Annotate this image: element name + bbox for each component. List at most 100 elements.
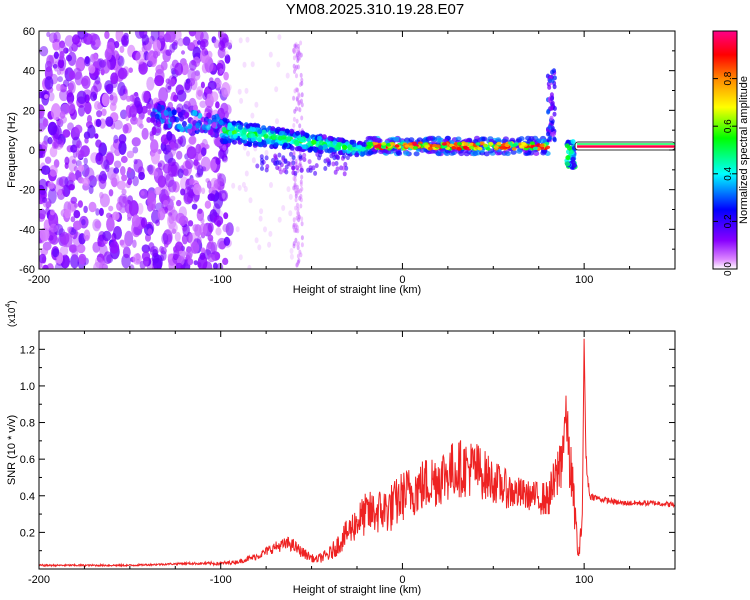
spectrogram-blob [288, 193, 293, 200]
spectrogram-blob [81, 75, 91, 90]
spectrogram-blob [332, 140, 338, 146]
spectrogram-blob [53, 31, 61, 43]
spectrogram-blob [294, 197, 298, 203]
spectrogram-blob [196, 86, 204, 97]
spectrogram-blob [153, 50, 159, 59]
spectrogram-blob [48, 91, 55, 102]
spectrogram-blob [363, 150, 370, 156]
spectrogram-blob [40, 247, 49, 256]
spectrogram-blob [70, 216, 76, 223]
spectrogram-blob [302, 157, 307, 162]
colorbar-tick-label: 0.4 [723, 166, 734, 180]
spectrogram-blob [254, 237, 259, 244]
spectrogram-blob [328, 147, 334, 153]
spectrogram-blob [157, 175, 166, 188]
spectrogram-blob [83, 157, 88, 165]
spectrogram-blob [204, 200, 212, 209]
spectrogram-blob [294, 146, 300, 152]
spectrogram-blob [117, 81, 126, 96]
spectrogram-blob [221, 126, 227, 132]
spectrogram-blob [300, 221, 304, 227]
spectrogram-blob [94, 39, 102, 48]
spectrogram-blob [48, 187, 57, 204]
spectrogram-blob [154, 113, 160, 120]
spectrogram-blob [113, 41, 120, 49]
spectrogram-blob [104, 48, 113, 61]
spectrogram-blob [341, 144, 347, 150]
colorbar-tick-label: 0.8 [723, 71, 734, 85]
y-tick-label: -40 [19, 224, 35, 236]
spectrogram-blob [404, 144, 410, 148]
spectrogram-blob [188, 42, 195, 50]
spectrogram-blob [66, 101, 76, 115]
spectrogram-blob [74, 144, 80, 152]
spectrogram-blob [516, 148, 523, 154]
spectrogram-blob [216, 62, 224, 72]
spectrogram-blob [456, 146, 462, 151]
spectrogram-blob [108, 205, 114, 212]
spectrogram-blob [110, 172, 120, 187]
spectrogram-blob [393, 136, 400, 142]
spectrogram-blob [567, 145, 572, 151]
spectrogram-blob [133, 158, 138, 165]
spectrogram-blob [260, 166, 264, 171]
spectrogram-blob [216, 262, 224, 269]
spectrogram-blob [118, 140, 127, 155]
spectrogram-blob [168, 221, 178, 234]
spectrogram-blob [552, 68, 556, 74]
spectrogram-blob [188, 60, 197, 71]
spectrogram-blob [263, 133, 269, 139]
spectrogram-blob [295, 118, 299, 124]
snr-y-label: SNR (10 * v/v) [6, 415, 18, 485]
spectrogram-blob [73, 166, 78, 172]
spectrogram-blob [546, 109, 551, 115]
spectrogram-blob [241, 181, 246, 188]
spectrogram-blob [237, 88, 242, 95]
spectrogram-blob [458, 151, 465, 157]
spectrogram-blob [147, 193, 157, 210]
spectrogram-blob [243, 186, 248, 192]
spectrogram-blob [173, 249, 180, 260]
spectrogram-blob [293, 69, 296, 74]
spectrogram-blob [95, 208, 100, 216]
spectrogram-blob [292, 123, 296, 128]
spectrogram-blob [87, 175, 97, 188]
spectrogram-blob [141, 251, 151, 262]
spectrogram-blob [162, 229, 173, 246]
spectrogram-blob [127, 167, 132, 173]
spectrogram-blob [68, 70, 76, 80]
spectrogram-blob [195, 143, 202, 154]
spectrogram-blob [45, 201, 52, 209]
spectrogram-blob [152, 254, 163, 269]
spectrogram-blob [300, 242, 304, 248]
spectrogram-blob [275, 118, 279, 125]
spectrogram-blob [335, 154, 340, 160]
spectrogram-blob [167, 85, 172, 90]
spectrogram-blob [552, 75, 557, 81]
spectrogram-blob [300, 102, 304, 108]
spectrogram-blob [528, 136, 535, 141]
spectrogram-blob [73, 210, 81, 219]
spectrogram-blob [176, 89, 187, 102]
spectrogram-blob [48, 235, 54, 241]
spectrogram-blob [168, 215, 175, 224]
spectrogram-blob [185, 246, 193, 260]
spectrogram-blob [207, 193, 216, 202]
spectrogram-blob [173, 94, 178, 102]
colorbar-frame [712, 30, 738, 270]
spectrogram-blob [39, 123, 45, 133]
spectrogram-blob [413, 151, 420, 157]
spectrogram-blob [337, 150, 343, 156]
spectrogram-blob [128, 200, 139, 217]
spectrogram-blob [46, 54, 55, 68]
spectrogram-blob [302, 152, 307, 158]
spectrogram-blob [178, 215, 189, 227]
spectrogram-blob [197, 254, 208, 269]
spectrogram-blob [337, 137, 343, 143]
spectrogram-blob [136, 202, 144, 215]
y-tick-label: -20 [19, 185, 35, 197]
spectrogram-blob [121, 188, 127, 195]
snr-series-line [39, 338, 675, 568]
x-tick-label: 100 [575, 274, 593, 286]
